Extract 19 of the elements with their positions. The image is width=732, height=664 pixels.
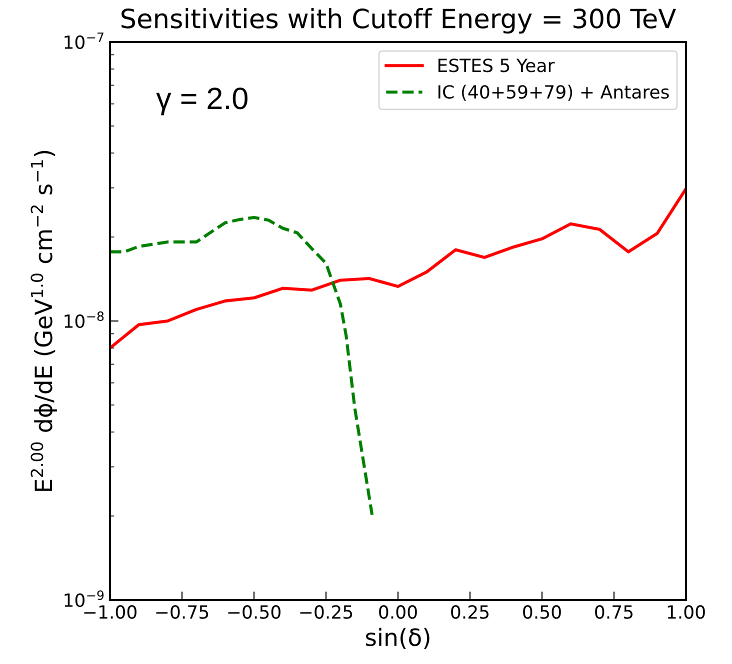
legend-label: ESTES 5 Year: [438, 58, 555, 72]
x-tick-label: −0.25: [300, 605, 352, 619]
x-tick-label: −0.50: [228, 605, 280, 619]
x-tick-label: 0.50: [523, 605, 561, 619]
chart-title: Sensitivities with Cutoff Energy = 300 TeV: [122, 8, 676, 34]
x-tick-label: 0.25: [451, 605, 489, 619]
y-tick-label: 10$^{−8}$: [64, 311, 104, 328]
line-series: [110, 187, 686, 350]
x-tick-label: 1.00: [668, 605, 705, 619]
legend-label: IC (40+59+79) + Antares: [438, 84, 669, 101]
line-series: [110, 216, 374, 516]
x-axis-title: sin(δ): [366, 628, 430, 649]
x-tick-label: 0.00: [379, 605, 417, 619]
annotation: γ = 2.0: [156, 88, 248, 116]
x-tick-label: −1.00: [84, 605, 136, 619]
y-tick-label: 10$^{−7}$: [64, 32, 104, 49]
x-tick-label: 0.75: [595, 605, 633, 619]
x-tick-label: −0.75: [156, 605, 208, 619]
text: E$^{2.00}$ dϕ/dE (GeV$^{1.0}$ cm$^{−2}$ s$^{−1}$): [30, 150, 57, 491]
